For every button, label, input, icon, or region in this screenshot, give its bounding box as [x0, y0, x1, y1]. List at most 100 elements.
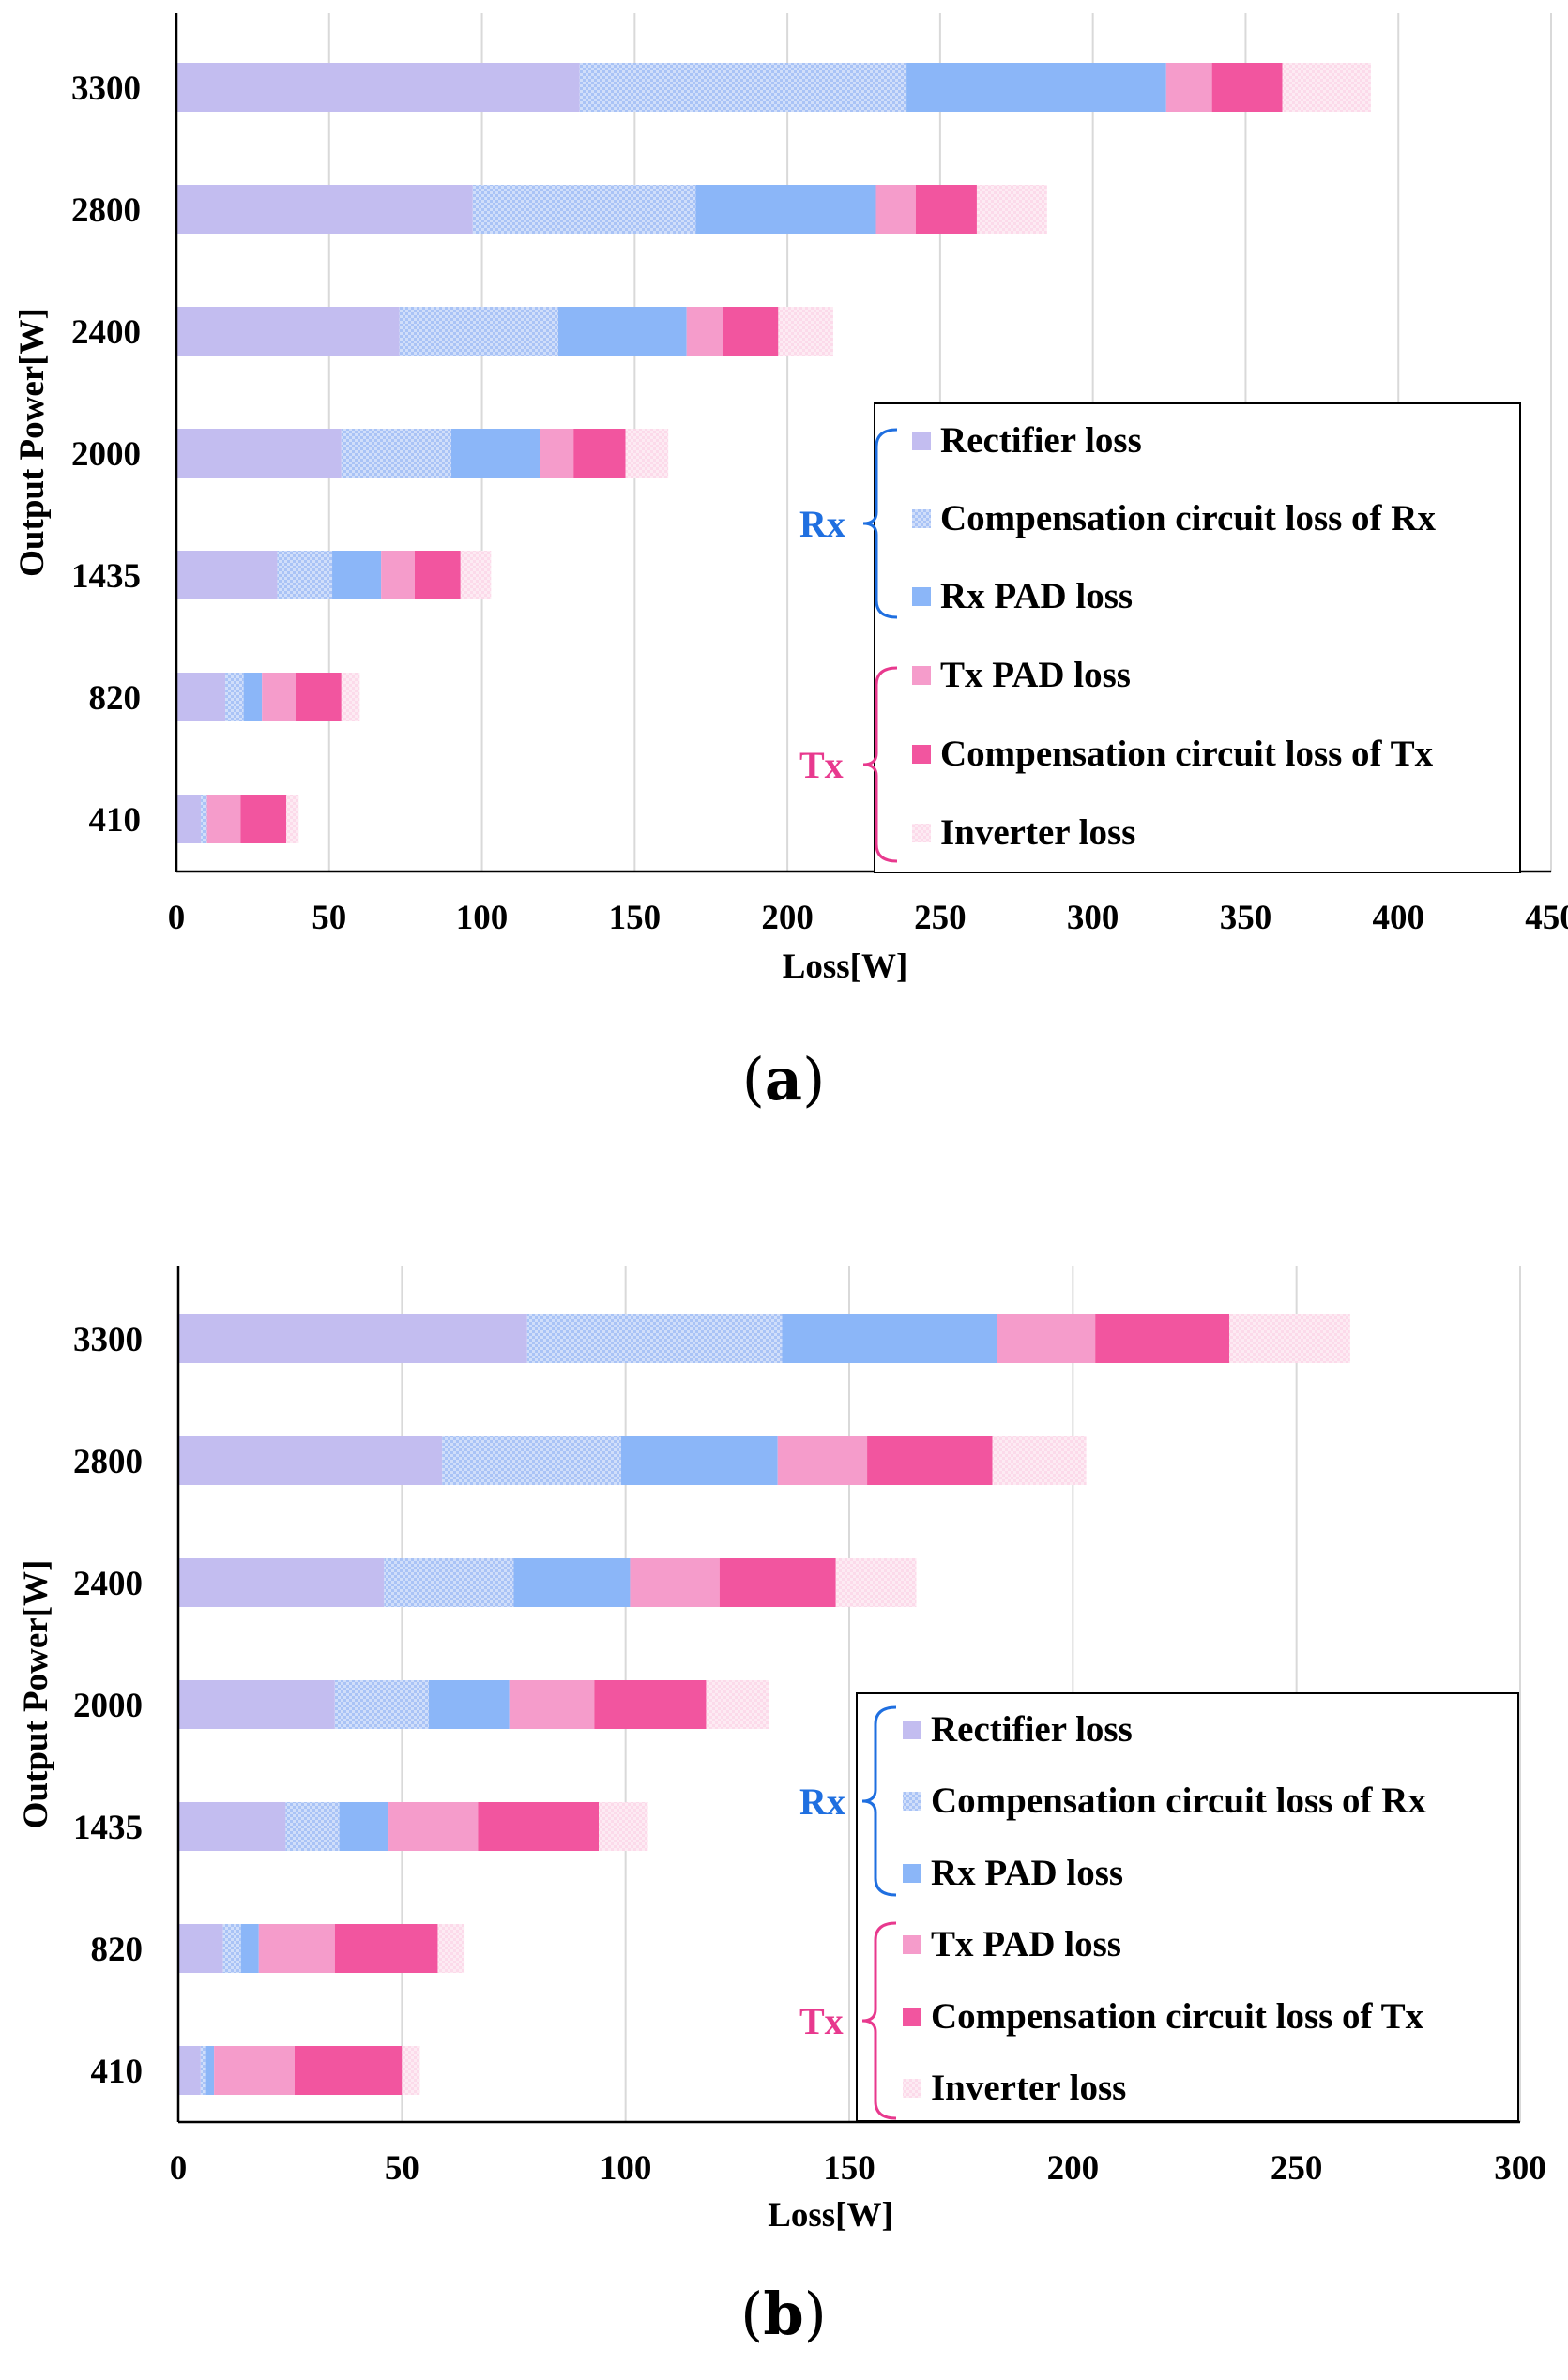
legend-box: [874, 402, 1521, 873]
bar-rx-pad-loss-820: [243, 673, 263, 721]
legend-label-compensation-circuit-loss-of-tx: Compensation circuit loss of Tx: [940, 734, 1434, 774]
legend-swatch-rectifier-loss: [912, 432, 931, 450]
bar-tx-pad-loss-2400: [630, 1558, 720, 1607]
bar-tx-pad-loss-2000: [509, 1680, 595, 1729]
rx-group-label: Rx: [799, 1781, 845, 1823]
legend-label-inverter-loss: Inverter loss: [931, 2068, 1126, 2108]
bar-compensation-circuit-loss-of-tx-2800: [915, 185, 977, 234]
legend-swatch-rx-pad-loss: [903, 1864, 921, 1883]
bar-rx-pad-loss-1435: [339, 1802, 389, 1851]
y-tick-label-410: 410: [89, 801, 142, 840]
legend-label-rectifier-loss: Rectifier loss: [940, 420, 1142, 461]
y-axis-title: Output Power[W]: [17, 1560, 55, 1829]
x-tick-label-200: 200: [1047, 2149, 1100, 2188]
chart-a: 3300 2800 2400 2000 1435 820 410 0 50 100 150 200 25…: [13, 13, 1568, 1114]
x-tick-label-250: 250: [914, 899, 967, 937]
x-tick-label-300: 300: [1494, 2149, 1546, 2188]
legend-swatch-inverter-loss: [903, 2079, 921, 2098]
tx-brace: [861, 1921, 897, 2120]
x-axis-title: Loss[W]: [768, 2196, 893, 2235]
legend-label-tx-pad-loss: Tx PAD loss: [940, 655, 1131, 695]
bar-compensation-circuit-loss-of-tx-2800: [867, 1436, 993, 1485]
x-tick-label-150: 150: [609, 899, 662, 937]
bar-inverter-loss-3300: [1229, 1314, 1350, 1363]
bar-inverter-loss-2800: [992, 1436, 1087, 1485]
legend-swatch-inverter-loss: [912, 824, 931, 842]
bar-compensation-circuit-loss-of-rx-410: [201, 795, 207, 843]
y-tick-label-820: 820: [91, 1931, 144, 1969]
x-tick-label-0: 0: [168, 899, 186, 937]
bar-compensation-circuit-loss-of-tx-410: [240, 795, 287, 843]
bar-rectifier-loss-2800: [176, 185, 473, 234]
bar-compensation-circuit-loss-of-rx-1435: [285, 1802, 340, 1851]
x-tick-label-50: 50: [385, 2149, 419, 2188]
bar-tx-pad-loss-410: [214, 2046, 295, 2095]
y-tick-label-3300: 3300: [73, 1321, 143, 1359]
x-tick-label-150: 150: [823, 2149, 875, 2188]
x-tick-label-300: 300: [1067, 899, 1119, 937]
bar-compensation-circuit-loss-of-tx-2400: [719, 1558, 836, 1607]
bar-rectifier-loss-3300: [176, 63, 580, 112]
y-tick-label-2000: 2000: [73, 1687, 143, 1725]
bar-compensation-circuit-loss-of-tx-2400: [723, 307, 779, 356]
x-tick-label-0: 0: [170, 2149, 188, 2188]
bar-rectifier-loss-3300: [178, 1314, 527, 1363]
x-axis-title: Loss[W]: [783, 947, 908, 986]
bar-tx-pad-loss-3300: [997, 1314, 1096, 1363]
bar-rx-pad-loss-2800: [620, 1436, 778, 1485]
chart-panel-a: 3300 2800 2400 2000 1435 820 410 0 50 100 150 200 25…: [13, 13, 1568, 1114]
rx-brace: [861, 1705, 897, 1897]
bar-tx-pad-loss-820: [262, 673, 296, 721]
legend-label-rx-pad-loss: Rx PAD loss: [931, 1853, 1123, 1893]
bar-compensation-circuit-loss-of-rx-2800: [442, 1436, 621, 1485]
bar-inverter-loss-820: [437, 1924, 465, 1973]
x-tick-label-450: 450: [1525, 899, 1568, 937]
bar-rectifier-loss-1435: [178, 1802, 286, 1851]
bar-rx-pad-loss-2400: [513, 1558, 631, 1607]
bar-compensation-circuit-loss-of-rx-2000: [334, 1680, 429, 1729]
x-tick-label-50: 50: [312, 899, 346, 937]
bar-compensation-circuit-loss-of-rx-2400: [384, 1558, 514, 1607]
bar-inverter-loss-2800: [976, 185, 1047, 234]
legend-swatch-compensation-circuit-loss-of-tx: [912, 745, 931, 764]
tx-brace: [862, 666, 898, 863]
legend-swatch-rx-pad-loss: [912, 587, 931, 606]
caption-b: (b): [740, 2280, 827, 2348]
bar-rectifier-loss-2400: [176, 307, 400, 356]
bar-inverter-loss-2400: [778, 307, 833, 356]
chart-b: 3300 2800 2400 2000 1435 820 410 0 50 100 150 200 25…: [17, 1266, 1546, 2348]
y-tick-label-2800: 2800: [71, 191, 141, 230]
bar-inverter-loss-820: [341, 673, 360, 721]
legend-label-rectifier-loss: Rectifier loss: [931, 1709, 1133, 1750]
bar-rectifier-loss-2000: [178, 1680, 335, 1729]
y-tick-label-2400: 2400: [73, 1565, 143, 1603]
y-axis-title: Output Power[W]: [13, 308, 52, 577]
bar-compensation-circuit-loss-of-rx-820: [225, 673, 244, 721]
legend-swatch-rectifier-loss: [903, 1721, 921, 1739]
bar-rx-pad-loss-3300: [906, 63, 1166, 112]
legend-label-rx-pad-loss: Rx PAD loss: [940, 576, 1133, 616]
bar-rx-pad-loss-2000: [451, 429, 540, 478]
tx-group-label: Tx: [799, 2000, 844, 2042]
bar-tx-pad-loss-1435: [381, 551, 415, 599]
bar-compensation-circuit-loss-of-rx-2400: [399, 307, 558, 356]
bar-compensation-circuit-loss-of-rx-1435: [277, 551, 333, 599]
bar-tx-pad-loss-2400: [686, 307, 723, 356]
bar-compensation-circuit-loss-of-tx-1435: [414, 551, 461, 599]
bar-tx-pad-loss-3300: [1165, 63, 1212, 112]
bar-tx-pad-loss-410: [206, 795, 241, 843]
y-tick-label-1435: 1435: [71, 557, 141, 596]
bar-inverter-loss-3300: [1282, 63, 1371, 112]
bar-compensation-circuit-loss-of-rx-410: [200, 2046, 206, 2095]
tx-group-label: Tx: [799, 744, 844, 786]
y-tick-label-3300: 3300: [71, 69, 141, 108]
bar-rectifier-loss-820: [176, 673, 226, 721]
bar-rx-pad-loss-2000: [428, 1680, 510, 1729]
rx-brace: [862, 428, 898, 619]
bar-compensation-circuit-loss-of-rx-3300: [526, 1314, 783, 1363]
legend-swatch-tx-pad-loss: [903, 1935, 921, 1954]
y-tick-label-2400: 2400: [71, 313, 141, 352]
legend-swatch-tx-pad-loss: [912, 666, 931, 685]
bar-tx-pad-loss-820: [258, 1924, 335, 1973]
bar-inverter-loss-1435: [460, 551, 492, 599]
